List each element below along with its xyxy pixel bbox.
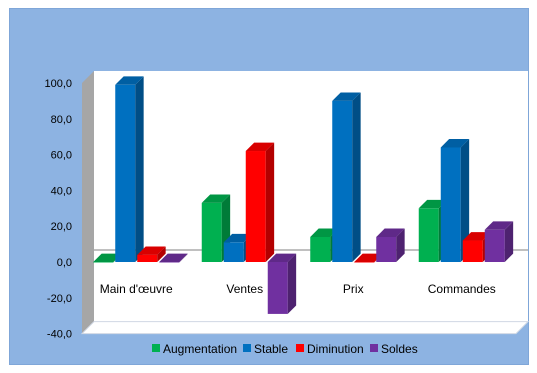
bar-side — [179, 253, 188, 263]
bar-top — [115, 76, 144, 85]
bar — [376, 236, 397, 262]
legend-swatch — [243, 344, 251, 352]
bar — [484, 229, 505, 262]
bar-side — [396, 228, 405, 262]
bar — [115, 84, 136, 262]
legend-label: Diminution — [307, 342, 364, 356]
bar — [201, 202, 222, 262]
legend-swatch — [370, 344, 378, 352]
bar-side — [460, 139, 470, 262]
bar — [354, 262, 375, 263]
legend-label: Soldes — [381, 342, 418, 356]
bar — [267, 262, 288, 314]
bar-side — [135, 76, 144, 262]
bar — [332, 100, 353, 263]
bar-top — [201, 194, 231, 203]
bar-side — [287, 253, 297, 314]
bar-top — [137, 246, 166, 255]
bar-top — [354, 253, 383, 262]
bar-side — [157, 246, 166, 262]
y-tick-label: 100,0 — [44, 78, 72, 90]
bar-side — [504, 221, 514, 262]
floor — [80, 321, 530, 335]
category-label: Main d'œuvre — [100, 282, 173, 296]
category-label: Commandes — [428, 282, 496, 296]
bar — [223, 242, 244, 262]
bar-top — [440, 139, 470, 148]
bar — [93, 262, 114, 263]
bar-top — [223, 233, 253, 243]
bar — [245, 151, 266, 262]
bar — [462, 240, 483, 262]
bar-top — [376, 228, 405, 237]
bar-top — [159, 253, 188, 262]
y-tick-label: 40,0 — [51, 185, 72, 197]
y-tick-label: 80,0 — [51, 114, 72, 126]
y-tick-label: -40,0 — [47, 329, 72, 341]
bar-top — [267, 253, 297, 262]
bar-side — [352, 92, 361, 262]
bar-side — [265, 142, 275, 262]
category-label: Prix — [343, 282, 364, 296]
bar — [440, 147, 461, 262]
bar-top — [484, 221, 514, 230]
legend-label: Stable — [254, 342, 288, 356]
bar — [310, 236, 331, 262]
bar-top — [93, 253, 122, 262]
bar-top — [332, 92, 361, 101]
y-tick-label: 60,0 — [51, 150, 72, 162]
legend-label: Augmentation — [163, 342, 237, 356]
bar — [137, 254, 158, 262]
bar-top — [418, 199, 448, 209]
category-label: Ventes — [226, 282, 263, 296]
bar-top — [245, 142, 275, 152]
bar — [418, 208, 439, 262]
y-tick-label: 20,0 — [51, 221, 72, 233]
legend-swatch — [152, 344, 160, 352]
legend-swatch — [296, 344, 304, 352]
bar — [159, 262, 180, 263]
bar-top — [310, 228, 339, 237]
side-wall — [82, 71, 94, 334]
y-tick-label: 0,0 — [57, 257, 72, 269]
bar-top — [462, 232, 492, 241]
y-tick-label: -20,0 — [47, 293, 72, 305]
